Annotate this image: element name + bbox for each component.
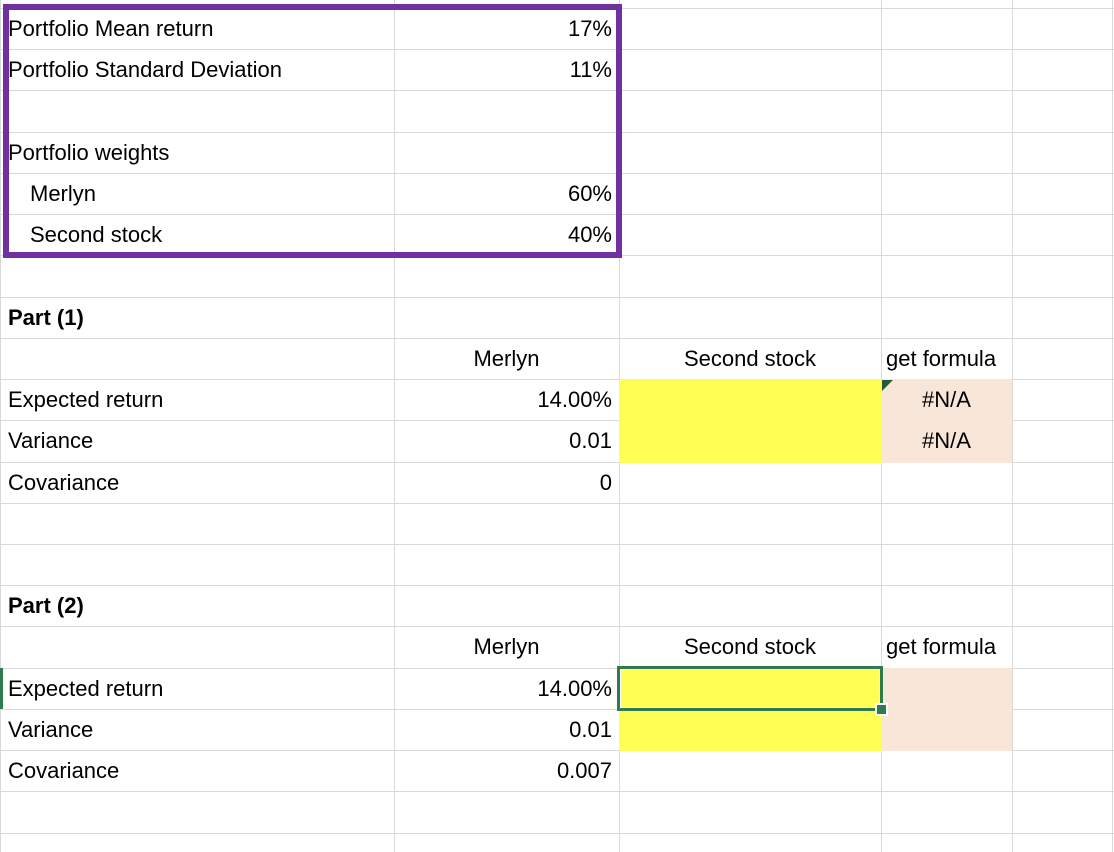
gridline — [0, 544, 1114, 545]
part1-variance-formula-result[interactable]: #N/A — [922, 428, 971, 453]
part2-covariance-merlyn-value[interactable]: 0.007 — [556, 758, 612, 783]
cell-portfolio-weights-title[interactable]: Portfolio weights — [8, 140, 170, 165]
part1-covariance-label[interactable]: Covariance — [8, 470, 120, 495]
cell-portfolio-mean-return-label[interactable]: Portfolio Mean return — [8, 16, 214, 41]
gridline — [0, 49, 1114, 50]
part2-title[interactable]: Part (2) — [8, 593, 84, 618]
part2-get-formula-cells[interactable] — [881, 668, 1012, 751]
summary-block-border — [3, 4, 622, 258]
gridline — [1112, 0, 1113, 852]
gridline — [0, 503, 1114, 504]
part2-header-get-formula[interactable]: get formula — [886, 634, 997, 659]
cell-weight-merlyn-value[interactable]: 60% — [567, 181, 612, 206]
part2-header-second-stock[interactable]: Second stock — [683, 634, 817, 659]
row-selection-indicator — [0, 668, 3, 709]
gridline — [0, 585, 1114, 586]
part2-variance-label[interactable]: Variance — [8, 717, 94, 742]
gridline — [0, 297, 1114, 298]
fill-handle[interactable] — [877, 705, 886, 714]
part2-header-merlyn[interactable]: Merlyn — [473, 634, 540, 659]
cell-weight-second-stock-value[interactable]: 40% — [567, 222, 612, 247]
part1-expected-return-label[interactable]: Expected return — [8, 387, 164, 412]
part2-covariance-label[interactable]: Covariance — [8, 758, 120, 783]
part2-variance-merlyn-value[interactable]: 0.01 — [569, 717, 612, 742]
cell-weight-second-stock-label[interactable]: Second stock — [30, 222, 163, 247]
gridline — [0, 420, 1114, 421]
part2-expected-return-label[interactable]: Expected return — [8, 676, 164, 701]
gridline — [0, 338, 1114, 339]
gridline — [0, 750, 1114, 751]
part1-covariance-merlyn-value[interactable]: 0 — [599, 470, 612, 495]
part2-expected-return-merlyn-value[interactable]: 14.00% — [537, 676, 612, 701]
gridline — [0, 626, 1114, 627]
gridline — [0, 214, 1114, 215]
part1-variance-label[interactable]: Variance — [8, 428, 94, 453]
cell-portfolio-std-dev-value[interactable]: 11% — [569, 57, 612, 82]
part1-expected-return-formula-result[interactable]: #N/A — [922, 387, 971, 412]
part1-header-merlyn[interactable]: Merlyn — [473, 346, 540, 371]
cell-weight-merlyn-label[interactable]: Merlyn — [30, 181, 97, 206]
cell-portfolio-std-dev-label[interactable]: Portfolio Standard Deviation — [8, 57, 282, 82]
gridline — [0, 132, 1114, 133]
formula-error-indicator-icon — [882, 380, 893, 391]
part1-header-second-stock[interactable]: Second stock — [683, 346, 817, 371]
part1-variance-merlyn-value[interactable]: 0.01 — [569, 428, 612, 453]
part1-get-formula-cells[interactable]: #N/A #N/A — [881, 379, 1012, 463]
part1-header-get-formula[interactable]: get formula — [886, 346, 997, 371]
gridline — [0, 668, 1114, 669]
part2-variance-formula-result[interactable] — [881, 709, 1012, 750]
cell-portfolio-mean-return-value[interactable]: 17% — [567, 16, 612, 41]
gridline — [0, 90, 1114, 91]
part1-expected-return-merlyn-value[interactable]: 14.00% — [537, 387, 612, 412]
gridline — [1012, 0, 1013, 852]
part1-second-stock-input-cells[interactable] — [619, 379, 881, 463]
part1-title[interactable]: Part (1) — [8, 305, 84, 330]
gridline — [0, 833, 1114, 834]
gridline — [0, 0, 1, 852]
selected-cell[interactable] — [617, 666, 883, 711]
gridline — [0, 379, 1114, 380]
selected-cell-fill — [621, 670, 879, 707]
gridline — [0, 791, 1114, 792]
gridline — [0, 462, 1114, 463]
gridline — [0, 173, 1114, 174]
part2-expected-return-formula-result[interactable] — [881, 668, 1012, 709]
gridline — [394, 0, 395, 852]
gridline — [0, 709, 1114, 710]
